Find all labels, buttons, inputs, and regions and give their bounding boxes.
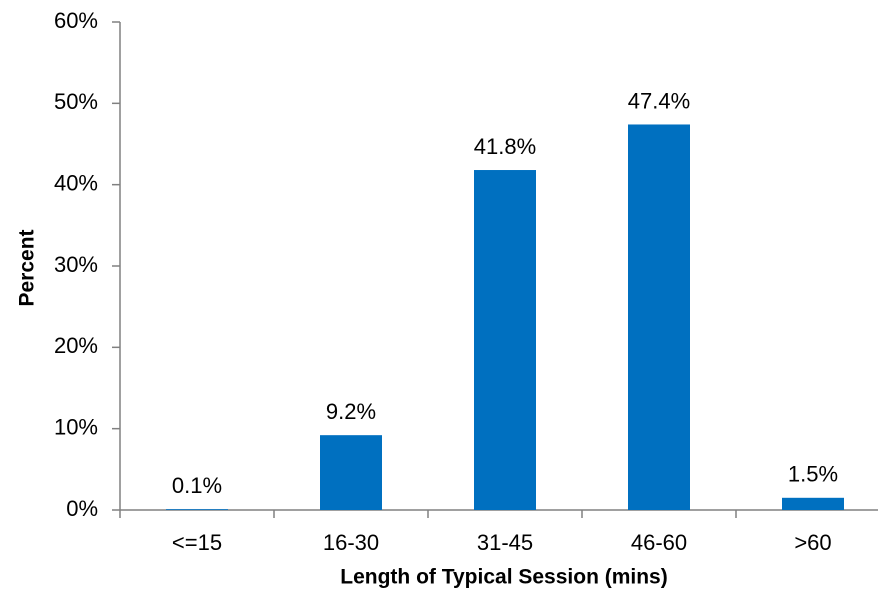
bar xyxy=(166,509,228,510)
x-axis-title: Length of Typical Session (mins) xyxy=(340,566,667,589)
data-labels: 0.1% 9.2% 41.8% 47.4% 1.5% xyxy=(172,88,838,498)
bar xyxy=(782,497,844,510)
data-label: 1.5% xyxy=(788,462,838,487)
y-tick-label: 50% xyxy=(54,89,98,114)
x-tick-label: 46-60 xyxy=(631,530,687,555)
x-tick-label: 31-45 xyxy=(477,530,533,555)
bars xyxy=(166,124,844,510)
bar xyxy=(628,124,690,510)
y-tick-label: 30% xyxy=(54,252,98,277)
x-tick-label: <=15 xyxy=(172,530,222,555)
x-tick-label: >60 xyxy=(794,530,831,555)
y-axis: 0% 10% 20% 30% 40% 50% 60% xyxy=(54,8,121,521)
y-tick-label: 60% xyxy=(54,8,98,33)
bar xyxy=(320,435,382,510)
y-tick-label: 0% xyxy=(66,496,98,521)
data-label: 9.2% xyxy=(326,399,376,424)
y-tick-label: 20% xyxy=(54,333,98,358)
x-tick-label: 16-30 xyxy=(323,530,379,555)
y-tick-label: 40% xyxy=(54,170,98,195)
y-axis-title: Percent xyxy=(16,229,39,306)
x-axis: <=15 16-30 31-45 46-60 >60 xyxy=(119,509,878,555)
y-tick-label: 10% xyxy=(54,414,98,439)
data-label: 0.1% xyxy=(172,473,222,498)
data-label: 41.8% xyxy=(474,134,536,159)
data-label: 47.4% xyxy=(628,88,690,113)
bar xyxy=(474,170,536,510)
